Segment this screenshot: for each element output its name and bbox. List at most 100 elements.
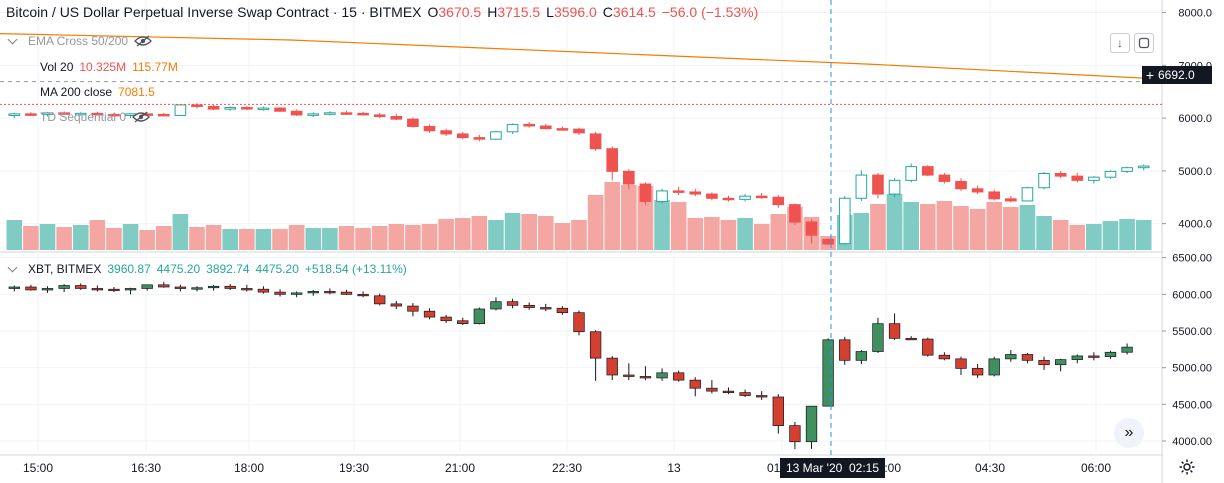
candle-body — [756, 395, 768, 398]
upper-candle — [805, 219, 818, 244]
lower-candle — [108, 287, 120, 293]
lower-candle — [589, 330, 602, 381]
volume-bar — [23, 226, 39, 250]
lower-candle — [888, 313, 901, 340]
indicator-ma-row[interactable]: MA 200 close 7081.5 — [40, 85, 155, 99]
move-down-button[interactable]: ↓ — [1110, 33, 1130, 53]
indicator-ema-label[interactable]: EMA Cross 50/200 — [28, 34, 129, 48]
lower-candle — [91, 285, 104, 292]
settings-button[interactable] — [1176, 456, 1198, 478]
upper-candle — [573, 127, 585, 135]
indicator-vol-value2: 115.77M — [132, 60, 178, 74]
indicator-vol-label[interactable]: Vol 20 — [40, 60, 74, 74]
candle-body — [108, 113, 120, 117]
volume-bar — [770, 214, 787, 250]
volume-bar — [155, 226, 172, 250]
volume-bar — [621, 185, 637, 250]
upper-candle — [556, 126, 569, 131]
lower-change: +518.54 (+13.11%) — [304, 262, 407, 276]
candle-body — [672, 190, 685, 193]
candle-body — [739, 195, 751, 200]
upper-candle — [988, 189, 1001, 201]
candle-body — [440, 316, 452, 322]
lower-candle — [473, 307, 486, 325]
upper-candle — [373, 112, 386, 119]
upper-candle — [822, 238, 834, 246]
eye-hidden-icon[interactable] — [132, 111, 150, 123]
upper-candle — [1021, 186, 1034, 202]
lower-symbol-label: XBT, BITMEX — [28, 262, 102, 276]
candle-body — [1121, 346, 1133, 353]
indicator-vol-row[interactable]: Vol 20 10.325M 115.77M — [40, 60, 178, 74]
volume-bar — [39, 224, 56, 250]
candle-body — [58, 112, 70, 115]
expand-button[interactable]: » — [1114, 418, 1144, 448]
lower-candle — [722, 387, 735, 395]
chart-title-row: Bitcoin / US Dollar Perpetual Inverse Sw… — [6, 4, 758, 20]
candle-body — [539, 125, 552, 130]
indicator-lines — [0, 33, 1163, 105]
candle-body — [888, 179, 901, 195]
price-tick-label: 5500.00 — [1172, 326, 1212, 338]
lower-candle — [1071, 354, 1083, 364]
candle-body — [872, 323, 884, 352]
upper-candle — [423, 124, 436, 133]
candle-body — [573, 312, 585, 333]
candle-body — [1054, 359, 1067, 366]
price-badge-value: 6692.0 — [1158, 68, 1195, 82]
lower-legend-row[interactable]: XBT, BITMEX 3960.87 4475.20 3892.74 4475… — [6, 262, 407, 276]
lower-candle — [1038, 356, 1050, 370]
indicator-td-row[interactable]: TD Sequential 0 — [40, 110, 150, 124]
volume-bar — [554, 223, 571, 250]
chevron-down-icon[interactable] — [6, 262, 20, 276]
candle-body — [589, 133, 602, 150]
volume-bar — [670, 202, 687, 250]
ohlc-o-value: 3670.5 — [438, 4, 482, 20]
volume-bar — [870, 204, 886, 250]
indicator-td-label[interactable]: TD Sequential 0 — [40, 110, 127, 124]
candle-body — [1005, 354, 1017, 360]
ohlc-h-label: H — [487, 4, 498, 20]
volume-bar — [687, 218, 704, 250]
candle-body — [955, 358, 967, 369]
candle-body — [971, 188, 984, 193]
candle-body — [589, 331, 602, 359]
candle-body — [1021, 354, 1034, 361]
volume-bar — [936, 201, 953, 250]
volume-bar — [1052, 220, 1069, 250]
upper-candle — [1104, 170, 1117, 179]
candle-body — [1104, 351, 1117, 358]
ohlc-h-value: 3715.5 — [497, 4, 541, 20]
candle-body — [473, 137, 486, 140]
volume-bar — [56, 227, 72, 250]
lower-candle — [174, 284, 187, 292]
upper-candle — [1088, 176, 1100, 184]
candle-body — [789, 204, 801, 223]
upper-candle — [91, 111, 104, 116]
maximize-pane-button[interactable] — [1134, 33, 1154, 53]
indicator-vol-value1: 10.325M — [79, 60, 127, 74]
candle-body — [523, 123, 535, 127]
eye-hidden-icon[interactable] — [134, 35, 152, 47]
candle-body — [290, 292, 303, 295]
candle-body — [290, 110, 303, 116]
upper-candle — [307, 112, 320, 118]
candle-body — [921, 166, 934, 176]
indicator-ema-row[interactable]: EMA Cross 50/200 — [6, 34, 152, 48]
volume-bar — [1019, 205, 1036, 250]
candle-body — [1005, 198, 1017, 202]
candle-body — [639, 183, 652, 202]
upper-candle — [490, 130, 502, 140]
volume-bar — [1086, 224, 1102, 250]
indicator-ma-label[interactable]: MA 200 close — [40, 85, 113, 99]
volume-bar — [853, 213, 870, 250]
upper-candle — [108, 112, 120, 117]
chevron-down-icon[interactable] — [6, 34, 20, 48]
lower-candle — [141, 284, 153, 291]
upper-candle — [606, 146, 619, 181]
upper-candle — [1121, 166, 1133, 173]
candle-body — [839, 339, 851, 361]
candle-body — [955, 180, 967, 190]
candle-body — [174, 104, 187, 116]
